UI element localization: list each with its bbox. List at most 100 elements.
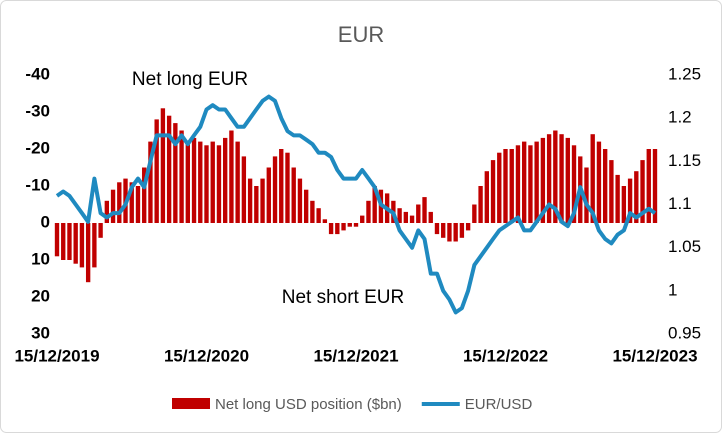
bar <box>472 204 477 223</box>
bar <box>646 149 651 223</box>
legend-label: EUR/USD <box>465 396 533 413</box>
y2-tick-label: 1.15 <box>668 151 701 170</box>
bar <box>247 178 253 223</box>
y2-tick-label: 0.95 <box>668 323 701 342</box>
bar <box>204 145 209 223</box>
bar <box>360 215 365 223</box>
bar <box>596 141 602 223</box>
bar <box>98 223 103 238</box>
bar <box>166 115 172 223</box>
bar <box>459 223 465 238</box>
bar <box>260 178 265 223</box>
bar <box>154 119 159 223</box>
line <box>55 94 657 315</box>
bar <box>584 167 589 223</box>
bar <box>447 223 452 242</box>
bar <box>347 223 352 227</box>
y2-tick-label: 1 <box>668 280 677 299</box>
bar <box>528 145 533 223</box>
bar <box>652 149 658 223</box>
bar <box>235 141 240 223</box>
bar <box>615 174 620 223</box>
bar <box>241 156 247 223</box>
annotation: Net short EUR <box>282 287 404 308</box>
legend-label: Net long USD position ($bn) <box>215 396 402 413</box>
bar <box>621 186 627 223</box>
bar <box>453 223 458 242</box>
legend-swatch <box>172 398 210 409</box>
x-tick-label: 15/12/2019 <box>14 346 99 365</box>
bar <box>216 145 222 223</box>
y-tick-label: -10 <box>25 175 50 194</box>
bar <box>54 223 60 257</box>
bar <box>129 182 134 223</box>
bar <box>303 189 309 223</box>
bar <box>503 149 508 223</box>
bar <box>191 137 197 223</box>
bar <box>546 134 552 223</box>
bar <box>441 223 446 238</box>
bar <box>490 160 496 223</box>
bar <box>79 223 85 268</box>
bar <box>416 204 421 223</box>
x-tick-label: 15/12/2021 <box>313 346 398 365</box>
bar <box>328 223 334 235</box>
bar <box>67 223 72 260</box>
bar <box>229 130 234 223</box>
y2-tick-label: 1.05 <box>668 237 701 256</box>
bar <box>509 149 514 223</box>
bar <box>272 156 278 223</box>
bar <box>565 137 570 223</box>
y2-tick-label: 1.1 <box>668 194 692 213</box>
bar <box>185 141 190 223</box>
bar <box>553 130 558 223</box>
annotation: Net long EUR <box>132 69 248 90</box>
bar <box>403 211 409 223</box>
bar <box>173 123 178 223</box>
y-tick-label: 0 <box>41 212 50 231</box>
bar <box>571 145 577 223</box>
y-tick-label: -40 <box>25 64 50 83</box>
y-tick-label: 10 <box>31 249 50 268</box>
bar <box>497 152 502 223</box>
bar <box>534 141 539 223</box>
y-tick-label: -30 <box>25 101 50 120</box>
bar <box>135 186 141 223</box>
bar <box>422 197 427 223</box>
x-tick-label: 15/12/2022 <box>463 346 548 365</box>
bar <box>478 186 483 223</box>
bar <box>353 223 359 227</box>
bar <box>142 167 147 223</box>
bar <box>117 182 122 223</box>
bar <box>434 223 440 235</box>
bar <box>590 134 595 223</box>
bar <box>409 215 415 223</box>
bar <box>279 149 284 223</box>
bar <box>627 178 633 223</box>
y2-tick-label: 1.2 <box>668 108 692 127</box>
bar <box>484 171 489 223</box>
bar <box>92 223 97 268</box>
bar <box>322 219 328 223</box>
bar <box>397 208 402 223</box>
bar <box>634 171 639 223</box>
x-tick-label: 15/12/2020 <box>164 346 249 365</box>
y-tick-label: 30 <box>31 323 50 342</box>
bar <box>85 223 91 283</box>
bar <box>148 141 153 223</box>
bar <box>61 223 66 260</box>
bar <box>515 145 521 223</box>
bar <box>291 167 296 223</box>
y-tick-label: -20 <box>25 138 50 157</box>
bar <box>210 141 215 223</box>
bar <box>341 223 346 231</box>
bar <box>366 200 371 223</box>
bar <box>254 186 259 223</box>
bar <box>223 137 228 223</box>
bar <box>266 167 271 223</box>
bar <box>609 160 614 223</box>
bar <box>335 223 340 235</box>
bar <box>160 108 166 223</box>
y-tick-label: 20 <box>31 286 50 305</box>
